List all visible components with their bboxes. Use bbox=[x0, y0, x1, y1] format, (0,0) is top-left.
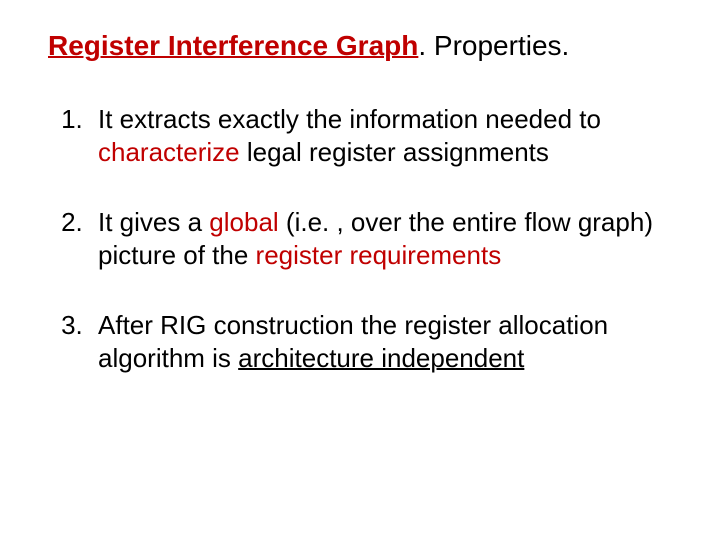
underlined-phrase: architecture independent bbox=[238, 343, 524, 373]
item-text: It extracts exactly the information need… bbox=[98, 104, 601, 134]
title-remainder: . Properties. bbox=[418, 30, 569, 61]
item-text: It gives a bbox=[98, 207, 209, 237]
highlight-word: global bbox=[209, 207, 278, 237]
list-item: It gives a global (i.e. , over the entir… bbox=[90, 206, 672, 271]
slide: Register Interference Graph. Properties.… bbox=[0, 0, 720, 540]
title-highlight: Register Interference Graph bbox=[48, 30, 418, 61]
list-item: It extracts exactly the information need… bbox=[90, 103, 672, 168]
highlight-word: characterize bbox=[98, 137, 240, 167]
highlight-phrase: register requirements bbox=[256, 240, 502, 270]
properties-list: It extracts exactly the information need… bbox=[48, 103, 672, 374]
item-text: legal register assignments bbox=[240, 137, 549, 167]
list-item: After RIG construction the register allo… bbox=[90, 309, 672, 374]
slide-title: Register Interference Graph. Properties. bbox=[48, 28, 672, 63]
